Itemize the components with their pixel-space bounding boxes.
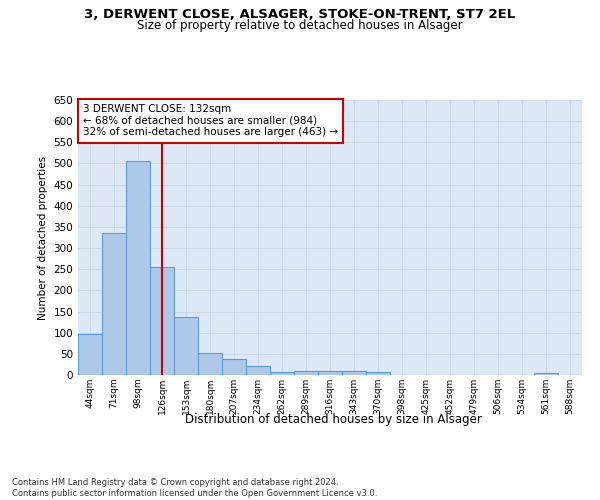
Bar — [102, 234, 126, 375]
Text: Distribution of detached houses by size in Alsager: Distribution of detached houses by size … — [185, 412, 481, 426]
Bar — [222, 360, 246, 375]
Text: 3 DERWENT CLOSE: 132sqm
← 68% of detached houses are smaller (984)
32% of semi-d: 3 DERWENT CLOSE: 132sqm ← 68% of detache… — [83, 104, 338, 138]
Bar — [78, 334, 102, 375]
Text: Contains HM Land Registry data © Crown copyright and database right 2024.
Contai: Contains HM Land Registry data © Crown c… — [12, 478, 377, 498]
Bar — [150, 267, 174, 375]
Text: 3, DERWENT CLOSE, ALSAGER, STOKE-ON-TRENT, ST7 2EL: 3, DERWENT CLOSE, ALSAGER, STOKE-ON-TREN… — [85, 8, 515, 20]
Text: Size of property relative to detached houses in Alsager: Size of property relative to detached ho… — [137, 19, 463, 32]
Bar — [126, 162, 150, 375]
Y-axis label: Number of detached properties: Number of detached properties — [38, 156, 48, 320]
Bar — [270, 372, 294, 375]
Bar — [534, 373, 558, 375]
Bar — [174, 316, 198, 375]
Bar — [366, 372, 390, 375]
Bar — [198, 352, 222, 375]
Bar — [246, 366, 270, 375]
Bar — [342, 371, 366, 375]
Bar — [294, 371, 318, 375]
Bar — [318, 371, 342, 375]
